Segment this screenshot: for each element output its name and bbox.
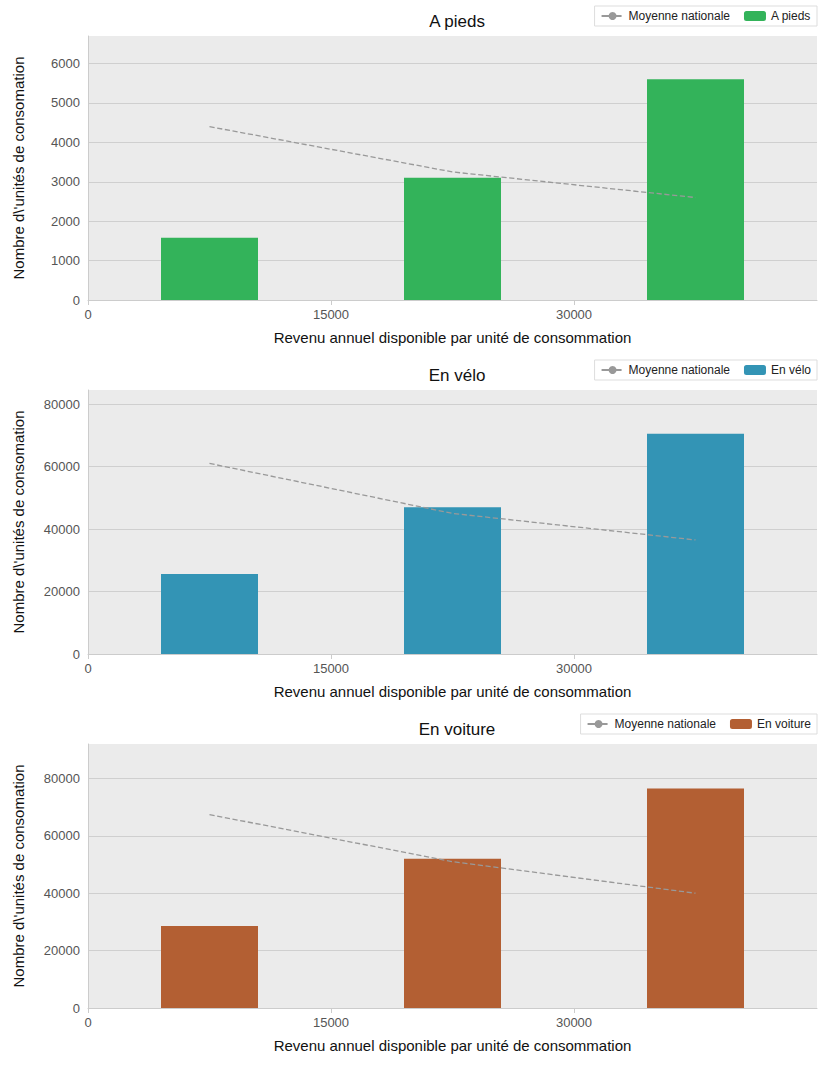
svg-text:20000: 20000	[44, 943, 80, 958]
svg-text:15000: 15000	[313, 661, 349, 676]
svg-text:Revenu annuel disponible par u: Revenu annuel disponible par unité de co…	[274, 683, 632, 700]
svg-text:Nombre d\'unités de consomatio: Nombre d\'unités de consomation	[10, 57, 27, 280]
svg-text:60000: 60000	[44, 828, 80, 843]
svg-text:40000: 40000	[44, 886, 80, 901]
svg-text:6000: 6000	[51, 56, 80, 71]
svg-text:30000: 30000	[556, 661, 592, 676]
svg-text:30000: 30000	[556, 307, 592, 322]
svg-text:0: 0	[73, 1001, 80, 1016]
svg-text:0: 0	[84, 1015, 91, 1030]
svg-text:0: 0	[84, 661, 91, 676]
svg-text:80000: 80000	[44, 397, 80, 412]
svg-text:Revenu annuel disponible par u: Revenu annuel disponible par unité de co…	[274, 329, 632, 346]
svg-text:A pieds: A pieds	[771, 9, 810, 23]
svg-text:15000: 15000	[313, 307, 349, 322]
svg-text:Moyenne nationale: Moyenne nationale	[629, 9, 731, 23]
svg-text:Moyenne nationale: Moyenne nationale	[629, 363, 731, 377]
svg-text:En voiture: En voiture	[419, 720, 496, 739]
svg-text:A pieds: A pieds	[429, 12, 485, 31]
svg-text:1000: 1000	[51, 253, 80, 268]
svg-text:0: 0	[73, 647, 80, 662]
svg-text:Revenu annuel disponible par u: Revenu annuel disponible par unité de co…	[274, 1037, 632, 1054]
svg-text:30000: 30000	[556, 1015, 592, 1030]
svg-text:20000: 20000	[44, 584, 80, 599]
svg-text:0: 0	[73, 293, 80, 308]
svg-text:60000: 60000	[44, 459, 80, 474]
svg-text:40000: 40000	[44, 522, 80, 537]
svg-text:Nombre d\'unités de consomatio: Nombre d\'unités de consomation	[10, 411, 27, 634]
svg-text:3000: 3000	[51, 174, 80, 189]
svg-text:80000: 80000	[44, 771, 80, 786]
svg-text:Nombre d\'unités de consomatio: Nombre d\'unités de consomation	[10, 765, 27, 988]
svg-text:0: 0	[84, 307, 91, 322]
svg-text:En vélo: En vélo	[429, 366, 486, 385]
svg-text:En vélo: En vélo	[771, 363, 811, 377]
svg-text:En voiture: En voiture	[757, 717, 811, 731]
svg-text:4000: 4000	[51, 135, 80, 150]
svg-text:15000: 15000	[313, 1015, 349, 1030]
svg-text:2000: 2000	[51, 214, 80, 229]
svg-text:5000: 5000	[51, 95, 80, 110]
svg-text:Moyenne nationale: Moyenne nationale	[615, 717, 717, 731]
